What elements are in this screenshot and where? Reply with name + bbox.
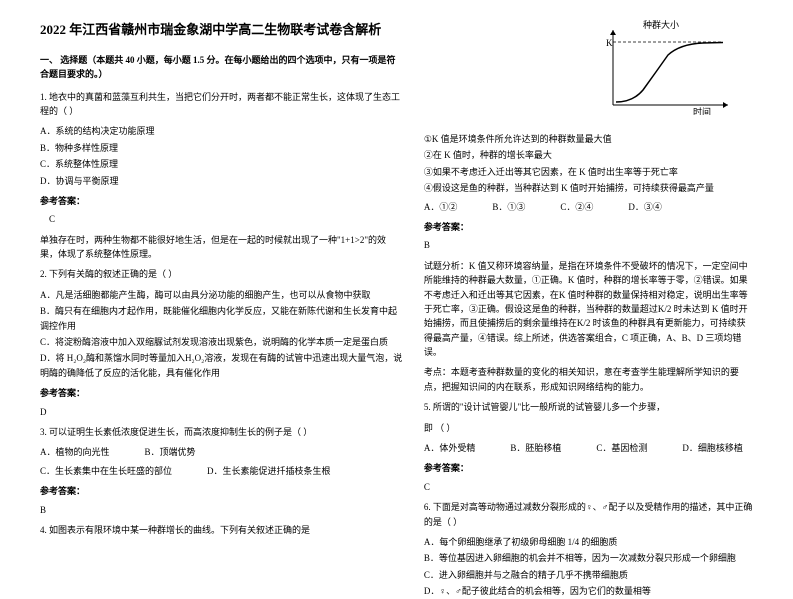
q3-option-b: B．顶端优势 (145, 445, 196, 459)
q3-option-d: D．生长素能促进扦插枝条生根 (207, 464, 331, 478)
q6-option-a: A．每个卵细胞继承了初级卵母细胞 1/4 的细胞质 (424, 535, 753, 549)
q6-option-d: D．♀、♂配子彼此结合的机会相等，因为它们的数量相等 (424, 584, 753, 598)
q2-answer-label: 参考答案： (40, 386, 404, 400)
q3-option-c: C．生长素集中在生长旺盛的部位 (40, 464, 172, 478)
q1-option-b: B．物种多样性原理 (40, 141, 404, 155)
q4-statement-4: ④假设这是鱼的种群，当种群达到 K 值时开始捕捞，可持续获得最高产量 (424, 181, 753, 195)
question-5: 5. 所谓的"设计试管婴儿"比一般所说的试管婴儿多一个步骤， (424, 400, 753, 414)
k-label: K (606, 38, 613, 48)
q3-option-a: A．植物的向光性 (40, 445, 110, 459)
q4-statement-1: ①K 值是环境条件所允许达到的种群数量最大值 (424, 132, 753, 146)
q5-answer-label: 参考答案： (424, 461, 753, 475)
q1-option-d: D．协调与平衡原理 (40, 174, 404, 188)
q2-option-a: A．凡是活细胞都能产生酶，酶可以由具分泌功能的细胞产生，也可以从食物中获取 (40, 288, 404, 302)
q4-answer: B (424, 238, 753, 252)
q1-answer-label: 参考答案： (40, 194, 404, 208)
q5-answer: C (424, 480, 753, 494)
q2-option-b: B．酶只有在细胞内才起作用，既能催化细胞内化学反应，又能在新陈代谢和生长发育中起… (40, 304, 404, 333)
q1-explanation: 单独存在时，两种生物都不能很好地生活，但是在一起的时候就出现了一种"1+1>2"… (40, 233, 404, 262)
q3-answer-label: 参考答案： (40, 484, 404, 498)
q3-answer: B (40, 503, 404, 517)
q5-option-b: B．胚胎移植 (510, 441, 561, 455)
q2-option-c: C．将淀粉酶溶液中加入双缩脲试剂发现溶液出现紫色，说明酶的化学本质一定是蛋白质 (40, 335, 404, 349)
q2-answer: D (40, 405, 404, 419)
question-2: 2. 下列有关酶的叙述正确的是（ ） (40, 267, 404, 281)
question-1: 1. 地衣中的真菌和蓝藻互利共生，当把它们分开时，两者都不能正常生长，这体现了生… (40, 90, 404, 119)
q5-option-c: C．基因检测 (596, 441, 647, 455)
chart-xlabel: 时间 (693, 106, 711, 115)
question-6: 6. 下面是对高等动物通过减数分裂形成的♀、♂配子以及受精作用的描述，其中正确的… (424, 500, 753, 529)
chart-ylabel: 种群大小 (643, 20, 679, 30)
q4-option-d: D．③④ (628, 200, 662, 214)
q2-option-d: D．将 H₂O₂酶和蒸馏水同时等量加入H₂O₂溶液，发现在有酶的试管中迅速出现大… (40, 351, 404, 380)
question-4: 4. 如图表示有限环境中某一种群增长的曲线。下列有关叙述正确的是 (40, 523, 404, 537)
q1-option-c: C．系统整体性原理 (40, 157, 404, 171)
logistic-chart: K 种群大小 时间 (598, 20, 738, 115)
q1-option-a: A．系统的结构决定功能原理 (40, 124, 404, 138)
exam-title: 2022 年江西省赣州市瑞金象湖中学高二生物联考试卷含解析 (40, 20, 404, 41)
q6-option-b: B．等位基因进入卵细胞的机会并不相等，因为一次减数分裂只形成一个卵细胞 (424, 551, 753, 565)
q4-option-b: B．①③ (492, 200, 525, 214)
q4-note: 考点：本题考查种群数量的变化的相关知识，意在考查学生能理解所学知识的要点，把握知… (424, 365, 753, 394)
q6-option-c: C．进入卵细胞并与之融合的精子几乎不携带细胞质 (424, 568, 753, 582)
q5-option-a: A．体外受精 (424, 441, 476, 455)
section-header: 一、 选择题（本题共 40 小题，每小题 1.5 分。在每小题给出的四个选项中，… (40, 53, 404, 82)
q4-statement-2: ②在 K 值时，种群的增长率最大 (424, 148, 753, 162)
q4-explanation: 试题分析：K 值又称环境容纳量，是指在环境条件不受破坏的情况下，一定空间中所能维… (424, 259, 753, 360)
q4-answer-label: 参考答案： (424, 220, 753, 234)
q4-option-a: A．①② (424, 200, 458, 214)
q4-statement-3: ③如果不考虑迁入迁出等其它因素，在 K 值时出生率等于死亡率 (424, 165, 753, 179)
q1-answer: C (40, 212, 404, 226)
question-5b: 即 （ ） (424, 421, 753, 435)
q5-option-d: D．细胞核移植 (682, 441, 743, 455)
q4-option-c: C．②④ (560, 200, 593, 214)
question-3: 3. 可以证明生长素低浓度促进生长，而高浓度抑制生长的例子是（ ） (40, 425, 404, 439)
